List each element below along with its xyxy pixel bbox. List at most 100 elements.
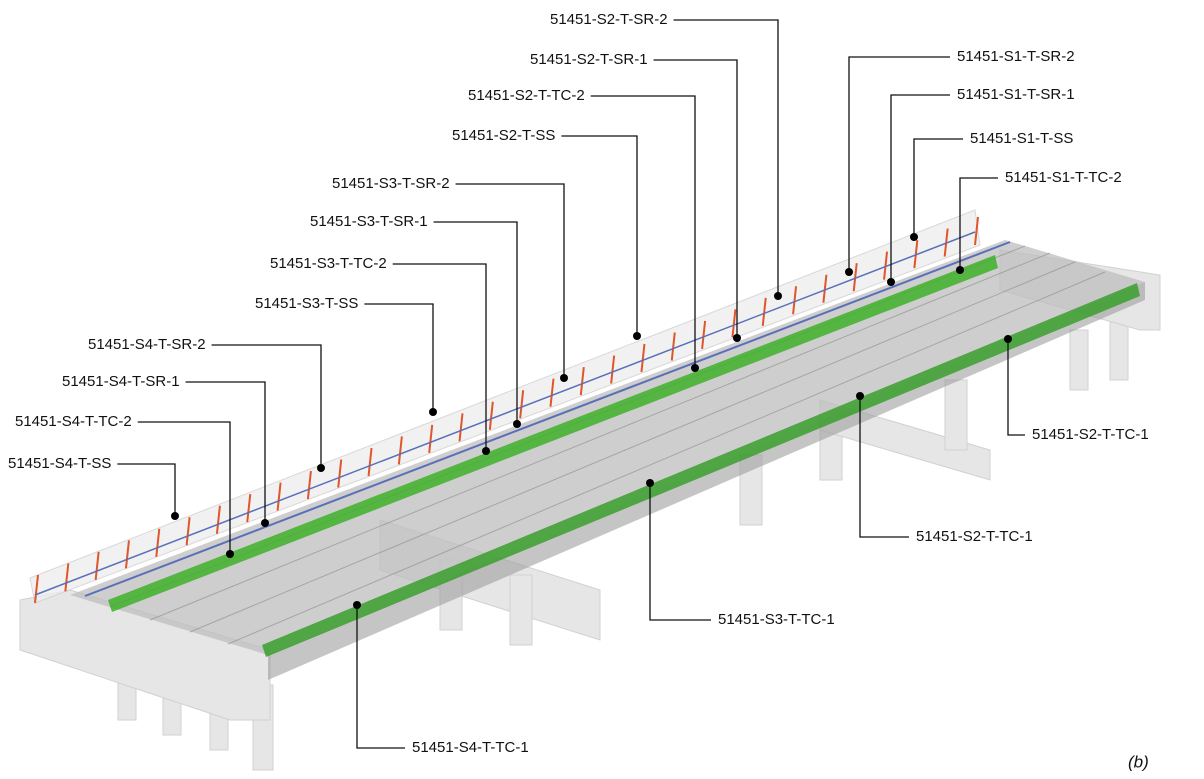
label: 51451-S3-T-SS (255, 295, 358, 312)
anchor-dot (226, 550, 234, 558)
anchor-dot (317, 464, 325, 472)
label: 51451-S3-T-TC-2 (270, 255, 387, 272)
leader-line (649, 483, 711, 621)
label: 51451-S4-T-SR-2 (88, 336, 206, 353)
label: 51451-S4-T-TC-2 (15, 413, 132, 430)
post (883, 251, 889, 280)
fence-posts (34, 216, 979, 604)
leader-line (185, 381, 266, 523)
label: 51451-S4-T-TC-1 (412, 739, 529, 756)
anchor-dot (910, 233, 918, 241)
label: 51451-S2-T-SR-2 (550, 11, 668, 28)
leader-line (859, 396, 909, 538)
leader-line (433, 221, 518, 424)
post (458, 413, 464, 442)
leader-line (590, 95, 696, 368)
post (761, 297, 767, 326)
deck (70, 240, 1145, 655)
leader-line (117, 463, 176, 516)
post (246, 494, 252, 523)
anchor-dot (633, 332, 641, 340)
anchor-dot (513, 420, 521, 428)
post (276, 482, 282, 511)
leader-line (890, 94, 950, 282)
post (579, 367, 585, 396)
leader-line (211, 344, 322, 468)
label: 51451-S1-T-TC-2 (1005, 169, 1122, 186)
post (640, 343, 646, 373)
anchor-dot (856, 392, 864, 400)
anchor-dot (1004, 335, 1012, 343)
post (519, 390, 525, 419)
leader-line (364, 303, 434, 412)
curb-back (108, 255, 998, 612)
label: 51451-S2-T-TC-2 (468, 87, 585, 104)
bridge-model (19, 209, 1161, 771)
label: 51451-S1-T-SS (970, 130, 1073, 147)
label: 51451-S1-T-SR-1 (957, 86, 1075, 103)
post (731, 309, 737, 338)
anchor-dot (956, 266, 964, 274)
post (397, 436, 403, 465)
label: 51451-S3-T-SR-1 (310, 213, 428, 230)
post (306, 470, 312, 500)
anchor-dot (482, 447, 490, 455)
caption: (b) (1128, 752, 1149, 771)
label: 51451-S4-T-SR-1 (62, 373, 180, 390)
anchor-dot (887, 278, 895, 286)
post (337, 459, 343, 488)
post (155, 528, 161, 557)
label: 51451-S1-T-SR-2 (957, 48, 1075, 65)
anchor-dot (733, 334, 741, 342)
anchor-dot (845, 268, 853, 276)
leader-line (561, 135, 638, 336)
leader-line (848, 56, 950, 272)
label: 51451-S4-T-SS (8, 455, 111, 472)
post (428, 424, 434, 453)
leader-line (913, 138, 963, 237)
leader-line (137, 421, 231, 554)
anchor-dot (171, 512, 179, 520)
anchor-dot (774, 292, 782, 300)
post (367, 447, 373, 477)
post (64, 563, 70, 592)
anchor-dot (646, 479, 654, 487)
post (701, 320, 707, 350)
leader-line (356, 605, 405, 749)
curb-front (262, 283, 1140, 657)
post (488, 401, 494, 430)
leader-line (959, 177, 998, 270)
post (822, 274, 828, 303)
labels: 51451-S2-T-SR-2 51451-S2-T-SR-1 51451-S2-T… (8, 11, 1149, 756)
label: 51451-S2-T-SR-1 (530, 51, 648, 68)
label: 51451-S2-T-TC-1 (916, 528, 1033, 545)
post (34, 574, 39, 604)
leader-line (653, 59, 738, 338)
anchor-dot (261, 519, 269, 527)
post (215, 505, 221, 534)
post (974, 216, 979, 246)
label: 51451-S2-T-SS (452, 127, 555, 144)
post (610, 355, 616, 384)
leader-line (392, 263, 487, 451)
post (94, 551, 100, 581)
leader-line (455, 183, 565, 378)
anchor-dot (353, 601, 361, 609)
post (549, 378, 555, 407)
post (852, 263, 858, 292)
post (792, 286, 798, 315)
post (670, 332, 676, 361)
handrail (84, 241, 1011, 597)
rail (34, 231, 976, 596)
anchor-dot (560, 374, 568, 382)
label: 51451-S3-T-SR-2 (332, 175, 450, 192)
post (185, 517, 191, 546)
leader-line (673, 19, 779, 296)
anchor-dot (691, 364, 699, 372)
post (124, 540, 130, 569)
leader-line (1007, 339, 1025, 436)
anchor-dot (429, 408, 437, 416)
label: 51451-S2-T-TC-1 (1032, 426, 1149, 443)
label: 51451-S3-T-TC-1 (718, 611, 835, 628)
